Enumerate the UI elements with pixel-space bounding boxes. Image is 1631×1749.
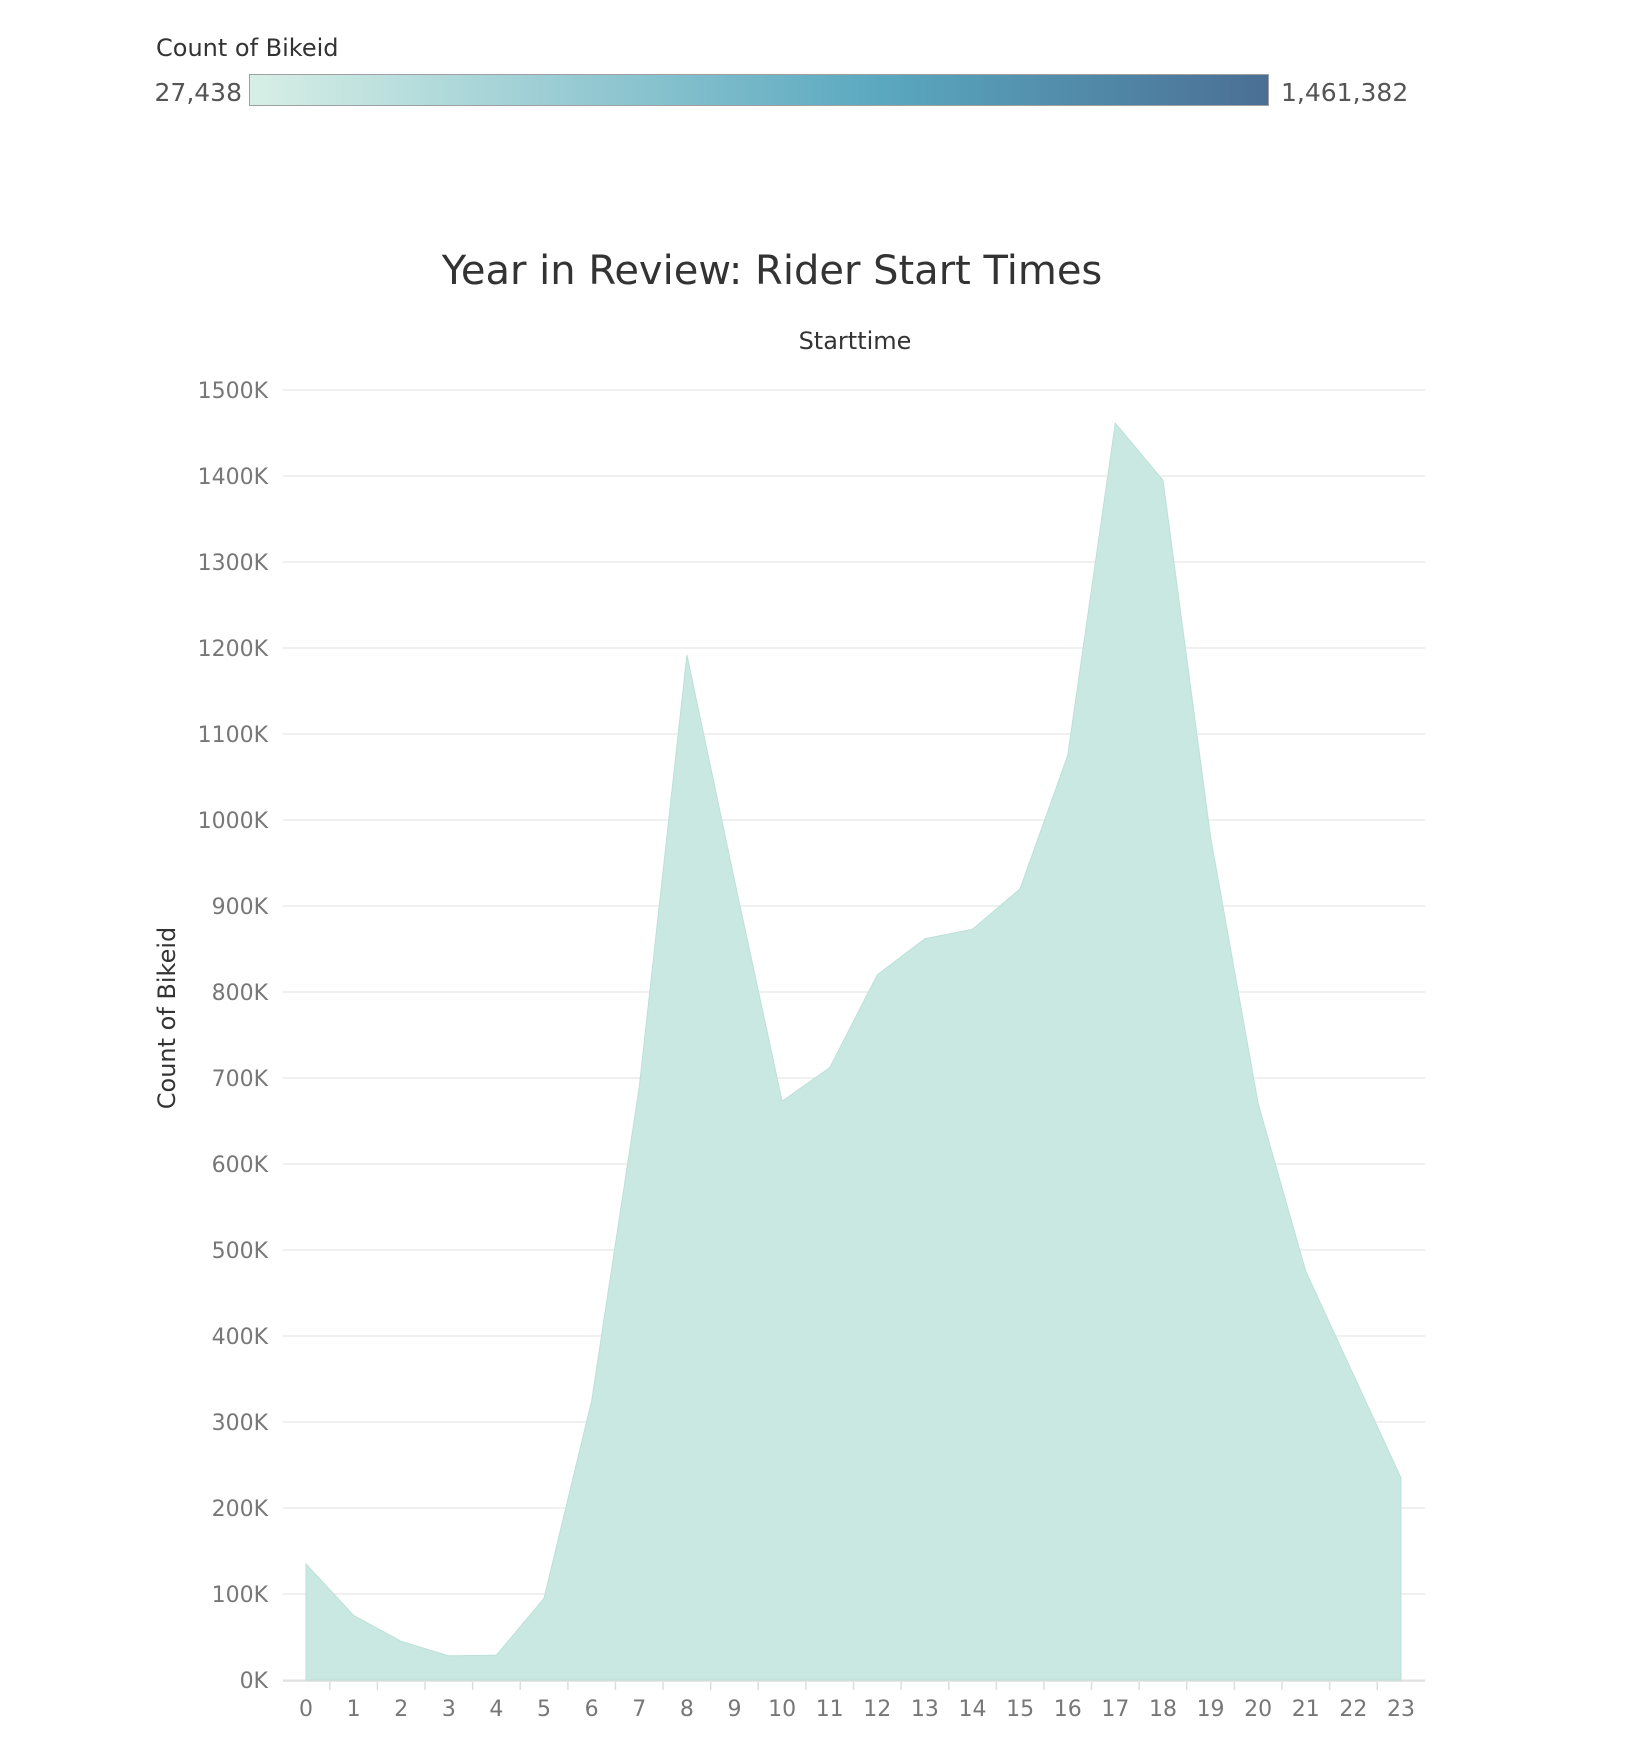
y-axis-label: Count of Bikeid xyxy=(153,927,181,1110)
x-tick-label: 9 xyxy=(727,1697,741,1722)
x-tick-label: 21 xyxy=(1292,1697,1320,1722)
area-layer xyxy=(305,422,1402,1681)
area-chart: Year in Review: Rider Start Times Startt… xyxy=(153,248,1425,1722)
legend-max-label: 1,461,382 xyxy=(1281,78,1409,107)
x-tick-label: 23 xyxy=(1387,1697,1415,1722)
y-tick-label: 600K xyxy=(212,1153,269,1178)
y-tick-label: 500K xyxy=(212,1239,269,1264)
x-tick-label: 0 xyxy=(299,1697,313,1722)
x-tick-label: 16 xyxy=(1054,1697,1082,1722)
y-tick-label: 300K xyxy=(212,1411,269,1436)
x-tick-label: 18 xyxy=(1149,1697,1177,1722)
x-tick-label: 11 xyxy=(816,1697,844,1722)
chart-title: Year in Review: Rider Start Times xyxy=(441,248,1103,294)
y-tick-label: 400K xyxy=(212,1325,269,1350)
x-tick-label: 1 xyxy=(347,1697,361,1722)
column-header: Starttime xyxy=(799,327,912,355)
x-tick-label: 15 xyxy=(1006,1697,1034,1722)
x-tick-label: 13 xyxy=(911,1697,939,1722)
x-tick-label: 6 xyxy=(585,1697,599,1722)
x-tick-label: 4 xyxy=(489,1697,503,1722)
y-tick-label: 1200K xyxy=(198,637,269,662)
y-tick-label: 1300K xyxy=(198,551,269,576)
y-tick-label: 100K xyxy=(212,1583,269,1608)
x-tick-label: 22 xyxy=(1339,1697,1367,1722)
area-series xyxy=(305,422,1402,1681)
y-tick-label: 0K xyxy=(240,1669,269,1694)
x-tick-label: 5 xyxy=(537,1697,551,1722)
x-axis-ticks: 0 1 2 3 4 5 6 7 8 9 10 11 12 13 14 15 16 17 18 19 20 21 22 23 xyxy=(299,1682,1415,1722)
x-tick-label: 10 xyxy=(768,1697,796,1722)
y-tick-label: 700K xyxy=(212,1067,269,1092)
x-tick-label: 19 xyxy=(1197,1697,1225,1722)
y-tick-label: 200K xyxy=(212,1497,269,1522)
x-tick-label: 8 xyxy=(680,1697,694,1722)
x-tick-label: 3 xyxy=(442,1697,456,1722)
x-tick-label: 12 xyxy=(863,1697,891,1722)
y-tick-label: 1500K xyxy=(198,379,269,404)
y-tick-label: 800K xyxy=(212,981,269,1006)
x-tick-label: 17 xyxy=(1101,1697,1129,1722)
legend-title: Count of Bikeid xyxy=(156,34,339,62)
y-tick-label: 1100K xyxy=(198,723,269,748)
legend-color-ramp xyxy=(249,74,1269,106)
y-axis-ticks: 0K 100K 200K 300K 400K 500K 600K 700K 800K 900K 10… xyxy=(198,379,269,1694)
y-tick-label: 900K xyxy=(212,895,269,920)
y-tick-label: 1400K xyxy=(198,465,269,490)
x-tick-label: 14 xyxy=(959,1697,987,1722)
x-tick-label: 7 xyxy=(632,1697,646,1722)
x-tick-label: 2 xyxy=(394,1697,408,1722)
y-tick-label: 1000K xyxy=(198,809,269,834)
x-tick-label: 20 xyxy=(1244,1697,1272,1722)
legend-min-label: 27,438 xyxy=(154,78,242,107)
